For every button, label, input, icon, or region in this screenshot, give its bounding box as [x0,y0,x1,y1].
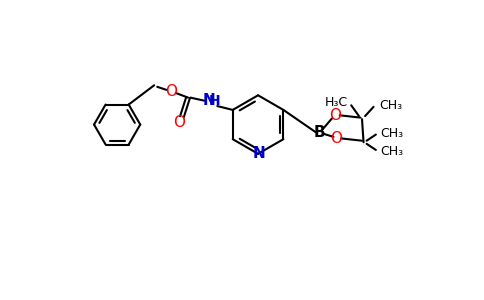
Text: O: O [165,84,177,99]
Text: O: O [174,115,185,130]
Text: O: O [331,131,343,146]
Text: B: B [314,125,325,140]
Text: N: N [202,93,215,108]
Text: CH₃: CH₃ [379,99,402,112]
Text: O: O [329,108,341,123]
Text: H: H [209,94,220,108]
Text: CH₃: CH₃ [380,145,404,158]
Text: CH₃: CH₃ [380,127,404,140]
Text: N: N [253,146,265,161]
Text: H₃C: H₃C [325,96,348,109]
